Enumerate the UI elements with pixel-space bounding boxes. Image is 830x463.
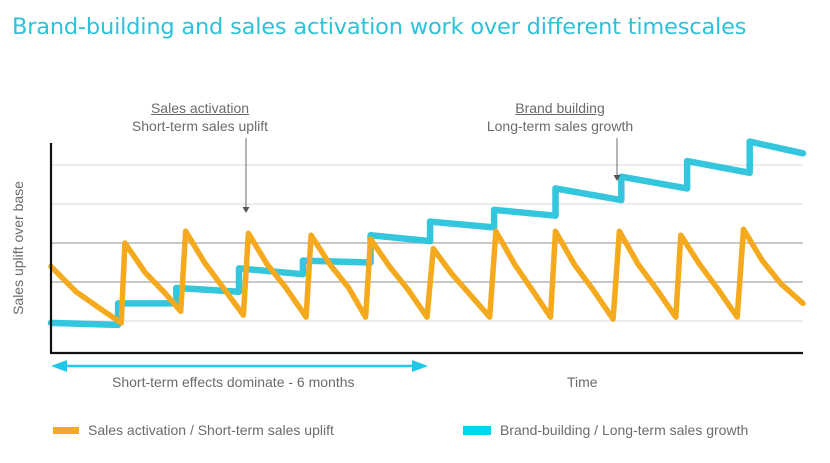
- annotation-heading: Sales activation: [150, 100, 250, 116]
- legend-swatch-orange: [53, 426, 79, 434]
- annotation-subtext: Short-term sales uplift: [131, 118, 269, 134]
- legend-label: Sales activation / Short-term sales upli…: [88, 422, 334, 438]
- arrow-left-icon: [51, 360, 67, 372]
- chart-title: Brand-building and sales activation work…: [12, 14, 747, 40]
- annotation-subtext: Long-term sales growth: [486, 118, 634, 134]
- series-line-brand-building: [47, 138, 807, 329]
- annotation-brand-building: Brand building Long-term sales growth: [460, 99, 660, 135]
- span-arrow: [51, 360, 428, 372]
- y-axis-label: Sales uplift over base: [10, 181, 26, 315]
- legend-swatch-cyan: [463, 425, 491, 435]
- x-axis-label: Time: [567, 374, 598, 390]
- annotation-arrows: [242, 138, 621, 213]
- legend-item-sales-activation: Sales activation / Short-term sales upli…: [53, 422, 334, 438]
- annotation-arrowhead-icon: [242, 207, 250, 213]
- series-layer: [47, 138, 807, 329]
- annotation-heading: Brand building: [515, 100, 605, 116]
- legend-item-brand-building: Brand-building / Long-term sales growth: [463, 422, 748, 438]
- annotation-sales-activation: Sales activation Short-term sales uplift: [110, 99, 290, 135]
- span-label: Short-term effects dominate - 6 months: [112, 374, 355, 390]
- arrow-right-icon: [412, 360, 428, 372]
- annotation-arrowhead-icon: [613, 175, 621, 181]
- series-line-sales-activation: [48, 226, 806, 326]
- legend-label: Brand-building / Long-term sales growth: [500, 422, 749, 438]
